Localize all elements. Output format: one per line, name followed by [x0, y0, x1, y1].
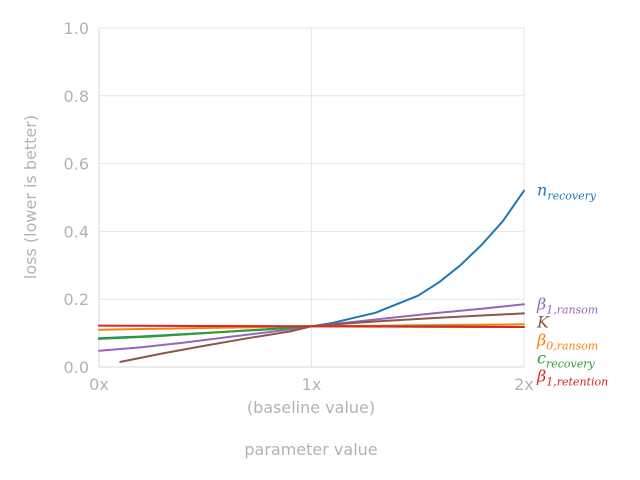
series-label: nrecovery [537, 181, 597, 203]
series-label: β0,ransom [536, 330, 598, 352]
y-tick-label: 0.0 [64, 358, 89, 377]
x-tick-label: 0x [89, 375, 109, 394]
series-label: K [536, 312, 550, 331]
y-tick-label: 0.6 [64, 155, 89, 174]
tick-labels: 0.0 0.2 0.4 0.6 0.8 1.0 0x 1x 2x [64, 19, 534, 394]
series-labels: nrecovery β1,ransomKβ0,ransomcrecoveryβ1,… [536, 181, 608, 389]
series-lines [98, 189, 525, 363]
y-tick-label: 0.4 [64, 222, 89, 241]
x-axis-label: parameter value [244, 440, 377, 459]
y-tick-label: 0.8 [64, 87, 89, 106]
x-axis-sublabel: (baseline value) [247, 398, 375, 417]
series-line [98, 324, 525, 328]
axes [98, 28, 524, 368]
series-line [119, 312, 525, 363]
series-label: β1,retention [536, 366, 608, 388]
y-tick-label: 1.0 [64, 19, 89, 38]
series-label: crecovery [537, 348, 596, 370]
y-tick-label: 0.2 [64, 290, 89, 309]
y-axis-label: loss (lower is better) [21, 115, 40, 279]
series-label: β1,ransom [536, 294, 598, 316]
x-tick-label: 1x [302, 375, 322, 394]
x-tick-label: 2x [514, 375, 534, 394]
